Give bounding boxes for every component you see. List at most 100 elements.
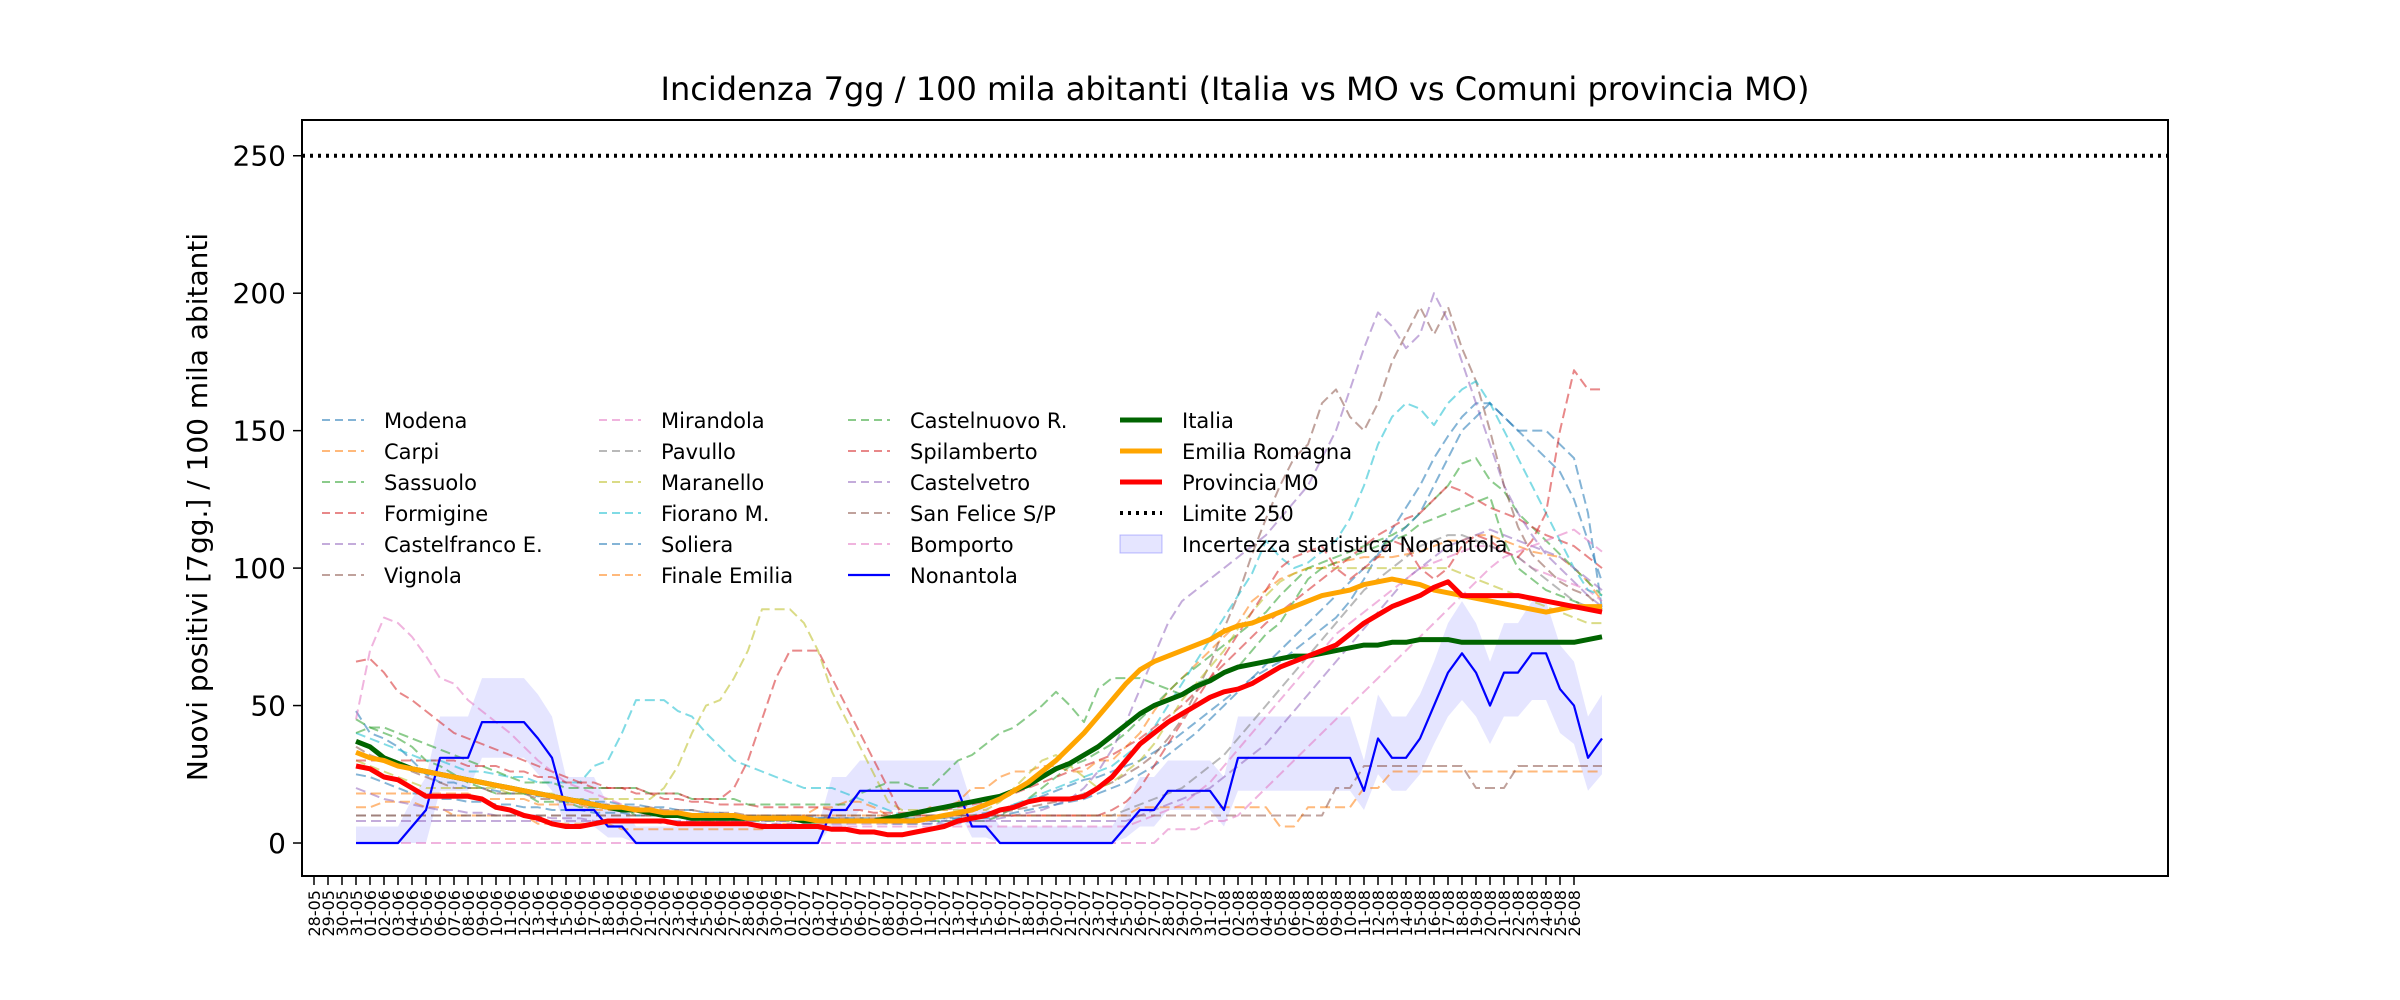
x-tick-label: 23-06 bbox=[669, 890, 688, 937]
legend-label: Castelvetro bbox=[910, 471, 1030, 495]
x-tick-label: 12-08 bbox=[1369, 890, 1388, 937]
uncertainty-band bbox=[356, 601, 1602, 844]
legend-item-incertezza-statistica-nonantola: Incertezza statistica Nonantola bbox=[1119, 533, 1507, 557]
series-line-provincia-mo bbox=[355, 579, 1603, 838]
x-tick-label: 09-06 bbox=[473, 890, 492, 937]
legend-item-soliera: Soliera bbox=[599, 533, 733, 557]
x-tick-label: 17-08 bbox=[1439, 890, 1458, 937]
x-tick-label: 27-07 bbox=[1145, 890, 1164, 937]
legend-label: Castelnuovo R. bbox=[910, 409, 1067, 433]
legend-swatch bbox=[1119, 534, 1163, 554]
x-tick-label: 10-06 bbox=[487, 890, 506, 937]
x-tick-label: 15-06 bbox=[557, 890, 576, 937]
x-tick-label: 03-07 bbox=[809, 890, 828, 937]
x-tick-label: 02-06 bbox=[375, 890, 394, 937]
y-axis-label: Nuovi positivi [7gg.] / 100 mila abitant… bbox=[181, 233, 214, 781]
x-tick-label: 14-08 bbox=[1397, 890, 1416, 937]
series-line-castelfranco-e- bbox=[355, 292, 1603, 825]
legend-label: Spilamberto bbox=[910, 440, 1038, 464]
x-tick-label: 13-06 bbox=[529, 890, 548, 937]
series-line-nonantola bbox=[356, 652, 1603, 845]
legend-label: Limite 250 bbox=[1182, 502, 1294, 526]
x-tick-label: 22-07 bbox=[1075, 890, 1094, 937]
legend-item-modena: Modena bbox=[322, 409, 467, 433]
x-tick-label: 11-07 bbox=[921, 890, 940, 937]
x-tick-label: 30-06 bbox=[767, 890, 786, 937]
x-tick-label: 21-07 bbox=[1061, 890, 1080, 937]
y-tick-label: 150 bbox=[233, 415, 286, 448]
y-tick-label: 50 bbox=[250, 690, 286, 723]
x-tick-label: 15-08 bbox=[1411, 890, 1430, 937]
x-tick-label: 13-08 bbox=[1383, 890, 1402, 937]
series-line-emilia-romagna bbox=[355, 576, 1602, 824]
x-tick-label: 26-08 bbox=[1565, 890, 1584, 937]
x-tick-label: 12-06 bbox=[515, 890, 534, 937]
legend-item-castelnuovo-r-: Castelnuovo R. bbox=[848, 409, 1067, 433]
x-tick-label: 05-08 bbox=[1271, 890, 1290, 937]
legend: Modena Carpi Sassuolo Formigine Castelfranco… bbox=[322, 409, 1507, 588]
legend-item-fiorano-m-: Fiorano M. bbox=[599, 502, 769, 526]
x-tick-label: 08-07 bbox=[879, 890, 898, 937]
x-tick-label: 23-08 bbox=[1523, 890, 1542, 937]
legend-item-mirandola: Mirandola bbox=[599, 409, 765, 433]
legend-item-san-felice-s-p: San Felice S/P bbox=[848, 502, 1056, 526]
legend-label: Maranello bbox=[661, 471, 764, 495]
x-tick-label: 13-07 bbox=[949, 890, 968, 937]
x-tick-label: 18-07 bbox=[1019, 890, 1038, 937]
x-tick-label: 01-07 bbox=[781, 890, 800, 937]
x-tick-label: 19-06 bbox=[613, 890, 632, 937]
x-tick-label: 12-07 bbox=[935, 890, 954, 937]
legend-item-castelfranco-e-: Castelfranco E. bbox=[322, 533, 543, 557]
x-tick-label: 28-07 bbox=[1159, 890, 1178, 937]
x-tick-label: 31-07 bbox=[1201, 890, 1220, 937]
legend-label: Modena bbox=[384, 409, 467, 433]
x-tick-label: 04-08 bbox=[1257, 890, 1276, 937]
legend-item-maranello: Maranello bbox=[599, 471, 764, 495]
legend-label: Vignola bbox=[384, 564, 462, 588]
x-tick-label: 29-05 bbox=[319, 890, 338, 937]
legend-label: Bomporto bbox=[910, 533, 1014, 557]
legend-label: Emilia Romagna bbox=[1182, 440, 1352, 464]
x-tick-label: 15-07 bbox=[977, 890, 996, 937]
x-tick-label: 29-06 bbox=[753, 890, 772, 937]
x-tick-label: 28-05 bbox=[305, 890, 324, 937]
x-tick-label: 07-06 bbox=[445, 890, 464, 937]
x-tick-label: 19-08 bbox=[1467, 890, 1486, 937]
legend-label: San Felice S/P bbox=[910, 502, 1056, 526]
legend-item-finale-emilia: Finale Emilia bbox=[599, 564, 793, 588]
x-tick-label: 25-07 bbox=[1117, 890, 1136, 937]
x-tick-label: 26-07 bbox=[1131, 890, 1150, 937]
legend-label: Pavullo bbox=[661, 440, 736, 464]
x-tick-label: 06-08 bbox=[1285, 890, 1304, 937]
x-tick-label: 25-08 bbox=[1551, 890, 1570, 937]
x-tick-label: 29-07 bbox=[1173, 890, 1192, 937]
legend-label: Provincia MO bbox=[1182, 471, 1318, 495]
legend-item-emilia-romagna: Emilia Romagna bbox=[1120, 440, 1352, 464]
x-tick-label: 19-07 bbox=[1033, 890, 1052, 937]
x-tick-label: 30-05 bbox=[333, 890, 352, 937]
x-tick-label: 27-06 bbox=[725, 890, 744, 937]
series-line-bomporto bbox=[356, 528, 1603, 844]
x-tick-label: 01-06 bbox=[361, 890, 380, 937]
x-tick-label: 16-07 bbox=[991, 890, 1010, 937]
legend-label: Sassuolo bbox=[384, 471, 477, 495]
legend-item-castelvetro: Castelvetro bbox=[848, 471, 1030, 495]
x-tick-label: 31-05 bbox=[347, 890, 366, 937]
y-tick-label: 250 bbox=[233, 140, 286, 173]
x-tick-label: 20-08 bbox=[1481, 890, 1500, 937]
x-tick-label: 07-08 bbox=[1299, 890, 1318, 937]
legend-item-limite-250: Limite 250 bbox=[1120, 502, 1294, 526]
series-line-finale-emilia bbox=[356, 770, 1602, 828]
legend-label: Carpi bbox=[384, 440, 439, 464]
y-tick-label: 200 bbox=[233, 277, 286, 310]
x-tick-label: 04-07 bbox=[823, 890, 842, 937]
x-tick-label: 09-07 bbox=[893, 890, 912, 937]
x-tick-label: 05-07 bbox=[837, 890, 856, 937]
x-tick-label: 03-08 bbox=[1243, 890, 1262, 937]
x-tick-label: 30-07 bbox=[1187, 890, 1206, 937]
legend-label: Nonantola bbox=[910, 564, 1018, 588]
legend-label: Formigine bbox=[384, 502, 488, 526]
x-tick-label: 04-06 bbox=[403, 890, 422, 937]
legend-item-pavullo: Pavullo bbox=[599, 440, 736, 464]
